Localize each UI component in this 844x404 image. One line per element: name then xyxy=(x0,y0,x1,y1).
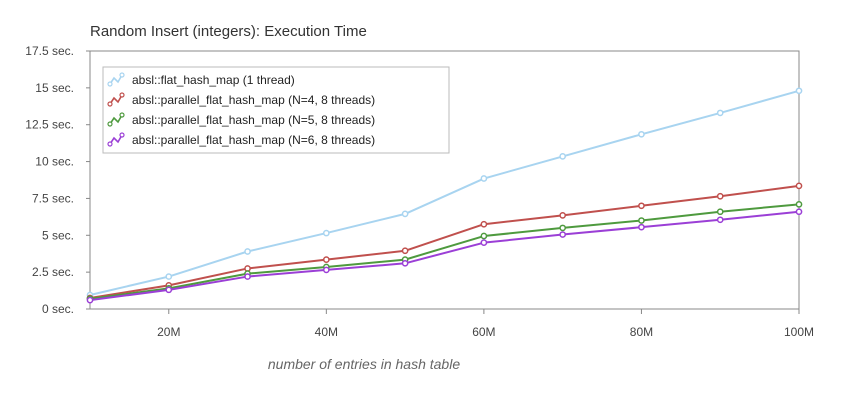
legend-marker xyxy=(119,112,125,118)
data-point[interactable] xyxy=(795,200,803,208)
data-point[interactable] xyxy=(322,266,330,274)
data-point[interactable] xyxy=(86,296,94,304)
legend-marker xyxy=(107,141,113,147)
series-line xyxy=(89,184,800,299)
data-point[interactable] xyxy=(638,223,645,231)
x-axis: 20M 40M 60M 80M 100M xyxy=(157,309,814,339)
y-tick-label: 10 sec. xyxy=(35,155,74,169)
x-tick-label: 60M xyxy=(472,325,495,339)
data-point[interactable] xyxy=(795,87,803,95)
data-point[interactable] xyxy=(480,220,488,228)
data-point[interactable] xyxy=(165,286,173,294)
data-point[interactable] xyxy=(716,109,724,117)
legend-marker xyxy=(107,81,113,87)
legend-swatch-icon xyxy=(109,134,123,145)
series-line xyxy=(89,203,800,300)
legend-item[interactable]: absl::parallel_flat_hash_map (N=6, 8 thr… xyxy=(107,132,375,147)
legend-label: absl::parallel_flat_hash_map (N=6, 8 thr… xyxy=(132,133,375,147)
data-point[interactable] xyxy=(638,217,645,224)
data-point[interactable] xyxy=(559,224,567,232)
data-point[interactable] xyxy=(322,256,330,263)
y-tick-label: 15 sec. xyxy=(35,81,74,95)
series-4 xyxy=(86,208,803,304)
y-tick-label: 5 sec. xyxy=(42,228,74,242)
data-point[interactable] xyxy=(401,259,409,267)
y-tick-label: 7.5 sec. xyxy=(32,191,74,205)
data-point[interactable] xyxy=(480,232,488,240)
chart-title: Random Insert (integers): Execution Time xyxy=(90,23,367,40)
legend-marker xyxy=(107,121,113,127)
legend-label: absl::parallel_flat_hash_map (N=5, 8 thr… xyxy=(132,113,375,127)
data-point[interactable] xyxy=(244,248,251,255)
legend-item[interactable]: absl::flat_hash_map (1 thread) xyxy=(107,72,295,87)
legend-box xyxy=(102,66,450,154)
legend: absl::flat_hash_map (1 thread)absl::para… xyxy=(102,66,450,154)
legend-swatch-icon xyxy=(109,114,123,125)
legend-item[interactable]: absl::parallel_flat_hash_map (N=4, 8 thr… xyxy=(107,92,375,107)
data-point[interactable] xyxy=(716,216,724,224)
series-line xyxy=(89,210,800,302)
data-point[interactable] xyxy=(795,208,803,216)
legend-swatch-icon xyxy=(109,94,123,105)
data-point[interactable] xyxy=(480,175,488,182)
x-tick-label: 100M xyxy=(784,325,814,339)
series-line xyxy=(89,89,800,296)
data-point[interactable] xyxy=(559,212,567,219)
data-point[interactable] xyxy=(559,153,567,160)
data-point[interactable] xyxy=(244,273,251,280)
legend-marker xyxy=(119,92,125,98)
y-tick-label: 12.5 sec. xyxy=(25,118,74,132)
data-point[interactable] xyxy=(401,210,409,218)
data-point[interactable] xyxy=(638,130,645,138)
legend-item[interactable]: absl::parallel_flat_hash_map (N=5, 8 thr… xyxy=(107,112,375,127)
x-tick-label: 80M xyxy=(630,325,653,339)
legend-marker xyxy=(119,132,125,138)
data-point[interactable] xyxy=(559,231,567,238)
legend-swatch-icon xyxy=(109,74,123,85)
legend-label: absl::flat_hash_map (1 thread) xyxy=(132,73,295,87)
data-point[interactable] xyxy=(716,208,724,216)
legend-marker xyxy=(119,72,125,78)
x-axis-label: number of entries in hash table xyxy=(268,356,460,372)
series-1 xyxy=(86,87,803,299)
data-point[interactable] xyxy=(480,239,488,247)
series-layer xyxy=(86,87,803,304)
y-axis: 0 sec. 2.5 sec. 5 sec. 7.5 sec. 10 sec. 12.5 … xyxy=(25,44,90,316)
legend-label: absl::parallel_flat_hash_map (N=4, 8 thr… xyxy=(132,93,375,107)
x-tick-label: 40M xyxy=(315,325,338,339)
data-point[interactable] xyxy=(795,182,803,190)
y-tick-label: 0 sec. xyxy=(42,302,74,316)
data-point[interactable] xyxy=(322,229,330,237)
legend-marker xyxy=(107,101,113,107)
y-tick-label: 2.5 sec. xyxy=(32,265,74,279)
data-point[interactable] xyxy=(401,247,409,255)
data-point[interactable] xyxy=(165,273,173,280)
data-point[interactable] xyxy=(638,202,645,210)
x-tick-label: 20M xyxy=(157,325,180,339)
plot-area xyxy=(89,50,800,310)
data-point[interactable] xyxy=(716,192,724,200)
y-tick-label: 17.5 sec. xyxy=(25,44,74,58)
